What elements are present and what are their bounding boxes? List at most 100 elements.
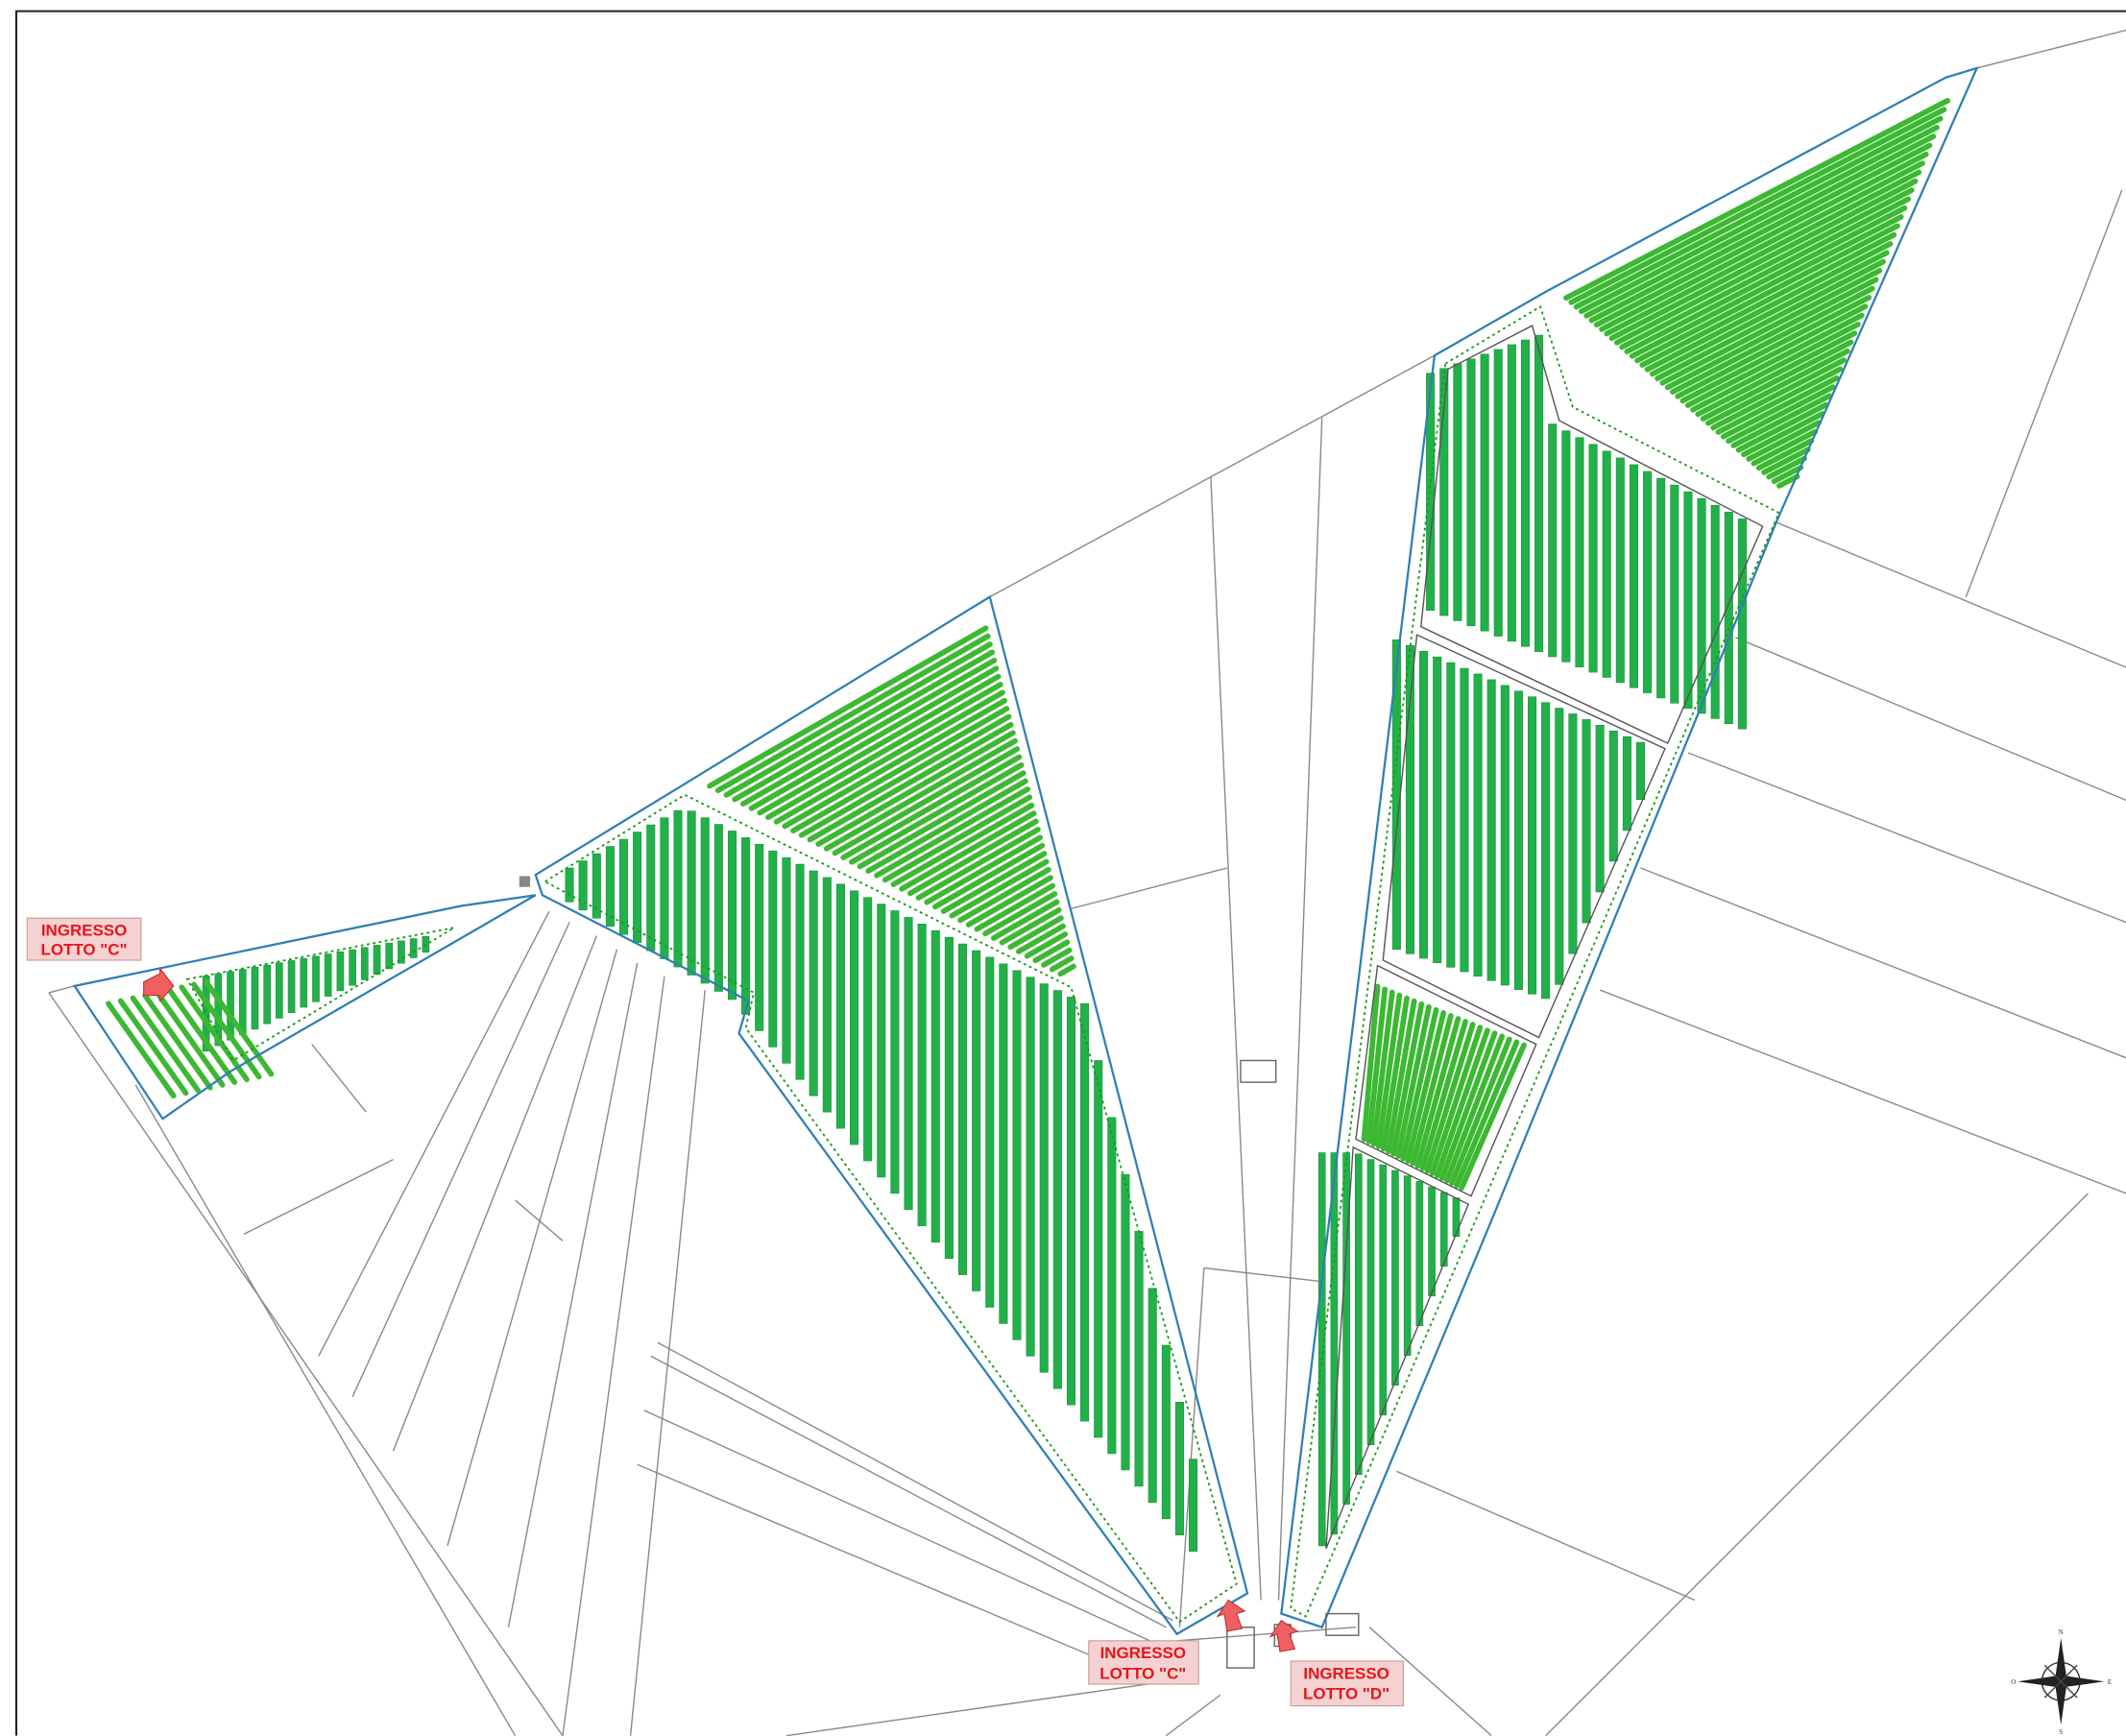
panel-row	[773, 689, 1005, 825]
panel-row	[890, 802, 1035, 887]
panel-row	[1599, 160, 1925, 332]
parcel-line	[1965, 189, 2123, 597]
parcel-line	[785, 1680, 1167, 1736]
compass-letter: N	[2059, 1628, 2064, 1636]
panel-row	[1379, 1164, 1388, 1416]
panel-row	[1593, 151, 1929, 328]
panel-row	[782, 697, 1008, 830]
panel-row	[1057, 963, 1076, 977]
panel-row	[809, 870, 818, 1097]
panel-row	[1414, 1016, 1462, 1169]
panel-row	[1563, 97, 1951, 301]
panel-row	[1604, 169, 1922, 337]
entrance-arrow	[1216, 1599, 1246, 1632]
panel-row	[605, 846, 615, 927]
panel-row	[957, 867, 1051, 924]
compass-letter: O	[2011, 1678, 2016, 1686]
panel-row	[930, 929, 940, 1242]
panel-row	[949, 858, 1050, 919]
boundary-lot-c-east	[534, 594, 1249, 1636]
panel-row	[1583, 133, 1937, 319]
panel-row	[1330, 1152, 1339, 1535]
panel-row	[849, 761, 1025, 865]
panel-row	[1582, 719, 1591, 924]
parcel-line	[1776, 521, 2126, 668]
panel-row	[633, 832, 642, 943]
panel-row	[1460, 667, 1469, 973]
panel-row	[1568, 107, 1947, 305]
panel-row	[999, 963, 1008, 1324]
panel-row	[1012, 970, 1022, 1340]
parcel-line	[1735, 637, 2126, 802]
parcel-line	[1210, 477, 1262, 1601]
panel-row	[1405, 645, 1414, 954]
panel-row	[782, 856, 791, 1064]
panel-row	[1573, 115, 1944, 310]
panel-row	[1635, 741, 1646, 801]
panel-row	[741, 837, 751, 1015]
panel-row	[1629, 214, 1904, 359]
panel-row	[1121, 1173, 1130, 1471]
panel-row	[578, 860, 588, 911]
panel-row	[985, 956, 995, 1308]
panel-row	[1710, 505, 1720, 719]
panel-row	[1080, 1002, 1090, 1422]
parcel-line	[629, 990, 706, 1736]
parcel-line	[1165, 1694, 1221, 1736]
panel-row	[1655, 258, 1886, 381]
label-line: INGRESSO	[1303, 1664, 1389, 1682]
panel-row	[592, 853, 601, 919]
panel-row	[1419, 1019, 1468, 1171]
parcel-line	[1277, 418, 1323, 1601]
parcel-line	[1976, 29, 2126, 69]
panel-row	[1735, 401, 1829, 453]
panel-row	[1643, 470, 1653, 693]
panel-row	[1622, 735, 1631, 832]
panel-row	[904, 917, 913, 1211]
panel-row	[1619, 196, 1912, 350]
parcel-line	[1687, 752, 2126, 924]
panel-row	[755, 844, 764, 1031]
panel-row	[1644, 241, 1894, 373]
panel-row	[1507, 344, 1516, 642]
panel-row	[1189, 1459, 1198, 1552]
compass-diagonals	[2043, 1664, 2078, 1699]
panel-row	[142, 992, 213, 1091]
panel-row	[1670, 484, 1679, 704]
panel-row	[1751, 428, 1819, 467]
parcel-line	[1368, 1627, 1492, 1736]
site-boundaries	[72, 66, 1979, 1636]
panel-row	[1613, 187, 1915, 346]
panel-row	[915, 827, 1041, 901]
panel-row	[874, 786, 1030, 879]
entrance-arrows	[143, 966, 1299, 1652]
panel-row	[917, 924, 927, 1227]
panel-row	[1528, 696, 1537, 995]
panel-row	[1629, 464, 1638, 688]
panel-row	[957, 943, 968, 1275]
panel-row	[1365, 986, 1389, 1145]
panel-row	[1032, 939, 1071, 964]
panel-row	[899, 810, 1037, 892]
panel-row	[807, 722, 1014, 843]
panel-row	[1016, 923, 1066, 954]
label-line: INGRESSO	[41, 922, 127, 940]
panel-row	[944, 936, 954, 1259]
panel-row	[336, 952, 345, 992]
panel-row	[1766, 455, 1807, 480]
panel-row	[1395, 1003, 1432, 1160]
panel-row	[1624, 205, 1908, 354]
panel-row	[203, 978, 275, 1077]
boundary-lot-d	[1280, 66, 1979, 1629]
internal-road	[1420, 325, 1764, 745]
panel-row	[1355, 1153, 1363, 1476]
panel-row	[1670, 285, 1875, 395]
parcel-line	[637, 1463, 1153, 1682]
panel-row	[300, 957, 308, 1008]
panel-row	[1424, 1022, 1476, 1174]
panel-row	[1438, 1030, 1498, 1181]
panel-row	[1452, 1197, 1461, 1238]
parcel-line	[657, 1341, 1173, 1622]
panel-row	[1107, 1117, 1117, 1455]
panel-row	[972, 950, 981, 1291]
